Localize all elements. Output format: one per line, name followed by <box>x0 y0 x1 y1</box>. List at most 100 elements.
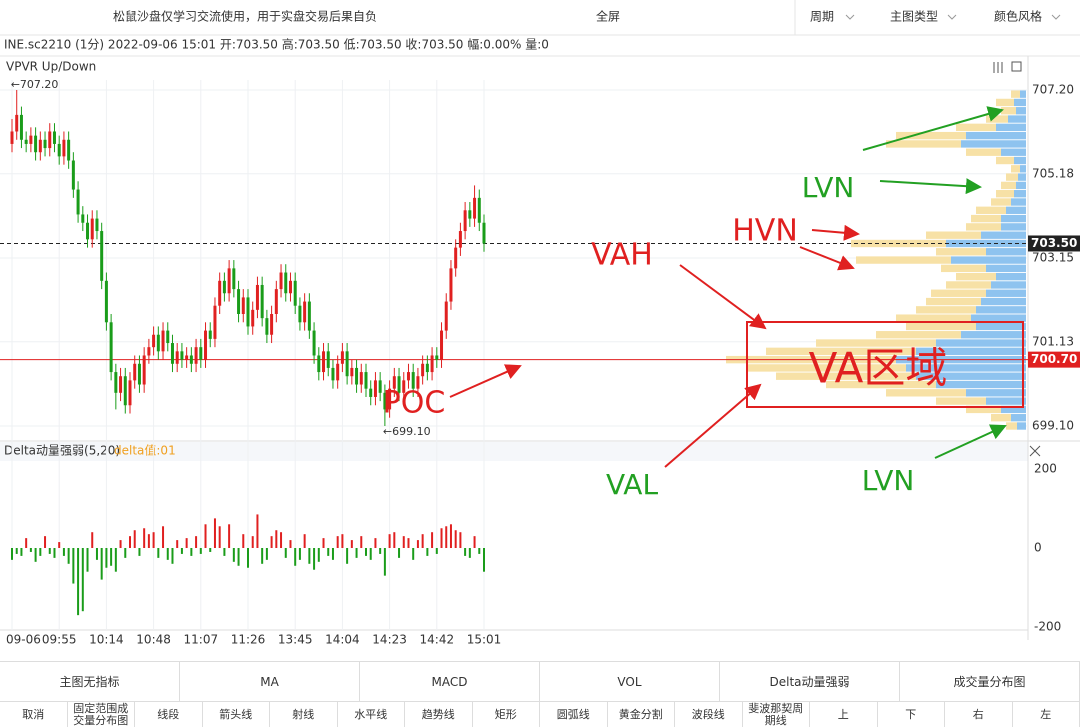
delta-bar <box>91 532 93 548</box>
button[interactable]: Delta动量强弱 <box>720 662 900 701</box>
candle-body <box>25 140 28 144</box>
candle-body <box>468 210 471 218</box>
candle-body <box>298 306 301 323</box>
button[interactable]: 主图无指标 <box>0 662 180 701</box>
button[interactable]: VOL <box>540 662 720 701</box>
button[interactable]: 黄金分割 <box>608 702 676 727</box>
profile-down <box>1001 182 1016 189</box>
profile-up <box>1016 107 1026 114</box>
profile-up <box>1017 422 1026 429</box>
delta-bar <box>469 548 471 558</box>
profile-up <box>1008 115 1026 122</box>
candle-body <box>289 281 292 293</box>
candle-body <box>95 219 98 231</box>
profile-up <box>966 389 1026 396</box>
candle-body <box>369 389 372 397</box>
delta-bar <box>370 548 372 560</box>
profile-down <box>966 223 1001 230</box>
y-tick-label: 705.18 <box>1032 166 1074 180</box>
candle-body <box>464 210 467 231</box>
candle-body <box>11 131 14 143</box>
candle-body <box>379 380 382 392</box>
delta-bar <box>275 530 277 548</box>
delta-bar <box>44 536 46 548</box>
button[interactable]: 固定范围成交量分布图 <box>68 702 136 727</box>
button[interactable]: 水平线 <box>338 702 406 727</box>
button[interactable]: 取消 <box>0 702 68 727</box>
delta-bar <box>261 548 263 564</box>
candle-body <box>251 310 254 327</box>
delta-bar <box>162 526 164 548</box>
menu[interactable]: 周期 <box>810 10 834 24</box>
candle-body <box>313 331 316 356</box>
delta-bar <box>53 548 55 558</box>
delta-bar <box>407 538 409 548</box>
candle-body <box>34 136 37 153</box>
delta-bar <box>398 548 400 558</box>
button[interactable]: 下 <box>878 702 946 727</box>
delta-bar <box>228 524 230 548</box>
x-tick-label: 10:14 <box>89 633 124 647</box>
profile-up <box>986 397 1026 404</box>
delta-bar <box>101 548 103 580</box>
button[interactable]: 右 <box>945 702 1013 727</box>
panel-title: Delta动量强弱(5,20) <box>4 444 120 458</box>
delta-bar <box>455 530 457 548</box>
delta-bar <box>120 540 122 548</box>
candle-body <box>341 351 344 363</box>
candle-body <box>360 372 363 384</box>
tool-bar: 取消固定范围成交量分布图线段箭头线射线水平线趋势线矩形圆弧线黄金分割波段线斐波那… <box>0 701 1080 727</box>
button[interactable]: MACD <box>360 662 540 701</box>
button[interactable]: 左 <box>1013 702 1080 727</box>
button[interactable]: 上 <box>810 702 878 727</box>
delta-bar <box>308 548 310 564</box>
delta-bar <box>157 548 159 558</box>
candle-body <box>431 355 434 372</box>
candle-body <box>190 355 193 363</box>
profile-up <box>946 240 1026 247</box>
profile-up <box>1011 198 1026 205</box>
button[interactable]: 矩形 <box>473 702 541 727</box>
x-tick-label: 14:42 <box>420 633 455 647</box>
low-label: ←699.10 <box>383 425 431 438</box>
delta-bar <box>167 548 169 560</box>
delta-bar <box>186 538 188 548</box>
button[interactable]: 箭头线 <box>203 702 271 727</box>
notice: 松鼠沙盘仅学习交流使用，用于实盘交易后果自负 <box>113 9 377 24</box>
button[interactable]: 斐波那契周期线 <box>743 702 811 727</box>
delta-bar <box>72 548 74 584</box>
delta-bar <box>360 536 362 548</box>
delta-bar <box>436 548 438 554</box>
button[interactable]: 成交量分布图 <box>900 662 1080 701</box>
candle-body <box>449 268 452 301</box>
candle-body <box>67 140 70 161</box>
delta-bar <box>105 548 107 568</box>
annotation: POC <box>383 386 446 421</box>
button[interactable]: 波段线 <box>675 702 743 727</box>
delta-bar <box>337 536 339 548</box>
candle-body <box>44 140 47 148</box>
profile-up <box>981 298 1026 305</box>
button[interactable]: 线段 <box>135 702 203 727</box>
button[interactable]: 趋势线 <box>405 702 473 727</box>
menu[interactable]: 颜色风格 <box>994 9 1042 24</box>
profile-up <box>1016 182 1026 189</box>
delta-bar <box>412 548 414 560</box>
fullscreen-button[interactable]: 全屏 <box>596 9 620 24</box>
y-tick-label: 703.15 <box>1032 251 1074 265</box>
button[interactable]: 圆弧线 <box>540 702 608 727</box>
profile-up <box>961 140 1026 147</box>
button[interactable]: 射线 <box>270 702 338 727</box>
menu[interactable]: 主图类型 <box>890 10 938 24</box>
candle-body <box>365 372 368 389</box>
candle-body <box>242 297 245 314</box>
x-tick-label: 14:04 <box>325 633 360 647</box>
button[interactable]: MA <box>180 662 360 701</box>
delta-bar <box>124 548 126 558</box>
delta-bar <box>134 530 136 548</box>
profile-down <box>996 157 1014 164</box>
arrows <box>450 110 1005 467</box>
profile-down <box>926 298 981 305</box>
profile-down <box>976 207 1006 214</box>
